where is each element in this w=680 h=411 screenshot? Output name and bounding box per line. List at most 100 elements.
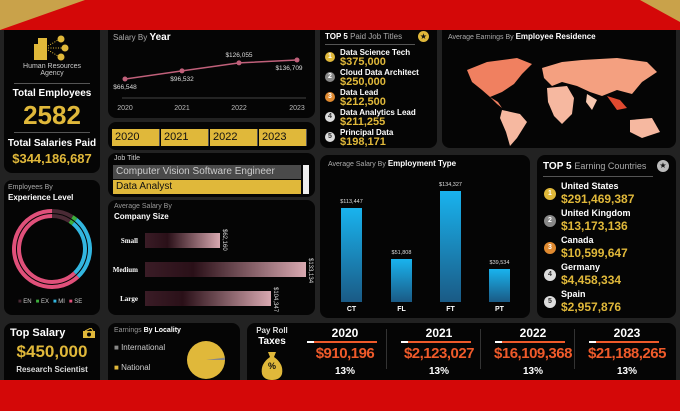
job-option[interactable]: Computer Vision Software Engineer [113, 165, 301, 179]
payroll-rate: 13% [522, 366, 543, 377]
experience-panel: Employees By Experience Level ■ EN ■ EX ■ … [4, 180, 100, 315]
country-name: United States [561, 181, 619, 191]
company-size-bar[interactable] [145, 262, 306, 277]
payroll-rate: 13% [334, 366, 355, 377]
salary-year-title: Year [149, 32, 171, 43]
rank-badge: 4 [325, 112, 335, 122]
employment-label: CT [346, 306, 357, 313]
payroll-taxes-label: Taxes [258, 336, 286, 347]
percent-label: % [267, 361, 276, 371]
job-title: Principal Data [340, 128, 394, 137]
payroll-rate: 13% [616, 366, 637, 377]
payroll-progress [495, 341, 565, 343]
payroll-value: $2,123,027 [403, 345, 475, 362]
job-title-slicer: Job Title Computer Vision Software Engin… [108, 153, 315, 197]
payroll-year: 2023 [613, 326, 641, 340]
star-icon: ★ [418, 31, 429, 42]
rank-badge: 5 [544, 296, 556, 308]
year-tick: 2022 [231, 105, 247, 112]
rank-badge: 1 [325, 52, 335, 62]
donut-segment-mi[interactable] [74, 218, 92, 279]
job-title: Cloud Data Architect [340, 68, 419, 77]
employment-bar-ct[interactable] [341, 208, 362, 302]
country-earnings: $10,599,647 [561, 246, 628, 260]
salary-by-year-line-chart: $66,548 2020 $96,532 2021 $126,055 2022 $136,7… [113, 52, 306, 112]
donut-segment-ex[interactable] [68, 219, 75, 226]
top-jobs-title: Paid Job Titles [350, 32, 403, 41]
employment-bar-pt[interactable] [489, 269, 510, 302]
year-button-2022[interactable]: 2022 [210, 129, 258, 146]
payroll-year: 2022 [519, 326, 547, 340]
payroll-progress [307, 341, 377, 343]
pie-slice-international[interactable] [206, 357, 225, 360]
donut-segment-se[interactable] [17, 214, 76, 284]
year-button-2020[interactable]: 2020 [112, 129, 160, 146]
country-name: Germany [561, 262, 601, 272]
salary-label: $126,055 [225, 52, 252, 59]
total-employees-label: Total Employees [12, 88, 92, 99]
payroll-value: $16,109,368 [494, 345, 572, 362]
total-employees-value: 2582 [23, 100, 81, 130]
donut-segment-mi[interactable] [71, 222, 87, 275]
agency-name: Human Resources Agency [23, 63, 81, 77]
salary-point[interactable] [122, 76, 128, 82]
salary-by-year-panel: Salary By Year $66,548 2020 $96,532 2021 $12… [108, 30, 315, 118]
company-size-bar[interactable] [145, 291, 272, 306]
year-button-2021[interactable]: 2021 [161, 129, 209, 146]
map-panel: Average Earnings By Employee Residence [442, 30, 676, 148]
employment-value: $134,327 [439, 182, 462, 188]
donut-segment-en[interactable] [51, 214, 71, 223]
payroll-progress [401, 341, 471, 343]
job-salary: $375,000 [340, 56, 386, 68]
top-countries-title-bold: TOP 5 [543, 161, 572, 172]
company-size-value: $104,347 [272, 287, 279, 313]
salary-label: $96,532 [170, 76, 194, 83]
job-salary: $211,255 [340, 116, 386, 128]
experience-donut-chart [12, 209, 92, 289]
employment-bar-ft[interactable] [440, 191, 461, 302]
employment-value: $51,808 [391, 250, 412, 257]
employment-type-panel: Average Salary By Employment Type $113,4… [320, 155, 530, 318]
job-list-scrollbar[interactable] [303, 165, 309, 194]
country-earnings: $2,957,876 [561, 300, 622, 314]
country-earnings: $13,173,136 [561, 219, 628, 233]
company-size-bar[interactable] [145, 233, 221, 248]
locality-pie-chart [187, 341, 225, 379]
country-name: United Kingdom [561, 208, 631, 218]
money-icon [83, 328, 95, 338]
year-button-2023[interactable]: 2023 [259, 129, 307, 146]
company-size-label: Medium [112, 266, 138, 274]
company-size-title-light: Average Salary By [114, 203, 172, 210]
payroll-label: Pay Roll [256, 326, 288, 335]
legend-national: National [121, 363, 151, 372]
employment-title: Employment Type [387, 159, 457, 168]
top-salary-label: Top Salary [10, 327, 66, 339]
employment-bar-fl[interactable] [391, 259, 412, 302]
job-title: Data Analytics Lead [340, 108, 416, 117]
donut-segment-ex[interactable] [71, 215, 78, 222]
country-earnings: $291,469,387 [561, 192, 635, 206]
year-tick: 2021 [174, 105, 190, 112]
locality-title-light: Earnings [114, 327, 142, 334]
employment-value: $39,534 [489, 260, 510, 267]
job-salary: $198,171 [340, 136, 386, 148]
payroll-value: $910,196 [315, 345, 375, 362]
salary-point[interactable] [294, 57, 300, 63]
map-title: Employee Residence [515, 32, 596, 41]
donut-segment-en[interactable] [51, 209, 74, 219]
payroll-rate: 13% [428, 366, 449, 377]
locality-panel: Earnings By Locality ■ International ■ N… [108, 323, 240, 380]
legend-international: International [121, 343, 166, 352]
payroll-panel: Pay Roll Taxes % 2020 $910,196 13% 2021 $2,1… [247, 323, 676, 380]
salary-point[interactable] [179, 68, 185, 74]
rank-badge: 3 [325, 92, 335, 102]
job-option-selected[interactable]: Data Analyst [113, 180, 301, 194]
donut-segment-se[interactable] [12, 209, 80, 289]
salary-point[interactable] [236, 60, 242, 66]
company-size-value: $133,134 [307, 258, 313, 284]
world-map[interactable] [442, 42, 676, 148]
top-salary-panel: Top Salary $450,000 Research Scientist [4, 323, 100, 380]
job-title: Data Lead [340, 88, 379, 97]
employment-label: FL [397, 306, 406, 313]
